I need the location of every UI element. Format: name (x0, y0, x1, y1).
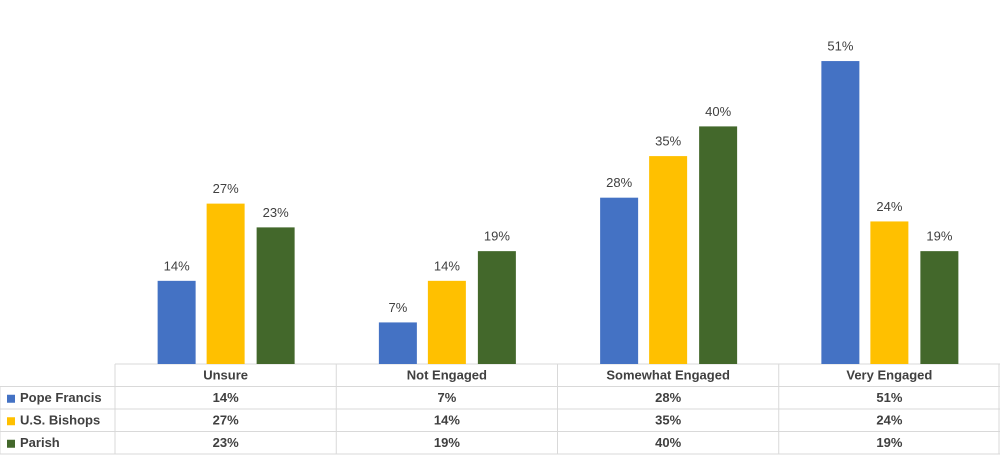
data-label: 19% (484, 229, 510, 244)
legend-swatch (7, 394, 15, 403)
bar (206, 203, 245, 364)
data-label: 23% (263, 205, 289, 220)
legend-label: Parish (20, 435, 60, 450)
bar (378, 322, 417, 364)
bar (427, 280, 466, 364)
data-label: 27% (213, 181, 239, 196)
bar (920, 251, 959, 364)
data-label: 51% (827, 38, 853, 53)
legend-label: U.S. Bishops (20, 413, 100, 428)
table-cell: 7% (437, 390, 456, 405)
category-label: Very Engaged (846, 368, 932, 383)
category-label: Somewhat Engaged (606, 368, 730, 383)
legend-label: Pope Francis (20, 390, 102, 405)
table-cell: 14% (434, 413, 460, 428)
legend-swatch (7, 439, 15, 448)
data-label: 28% (606, 175, 632, 190)
bar (699, 126, 738, 365)
bar (649, 156, 688, 364)
bar (477, 251, 516, 364)
data-label: 14% (164, 258, 190, 273)
data-label: 7% (388, 300, 407, 315)
table-cell: 19% (434, 435, 460, 450)
data-label: 14% (434, 258, 460, 273)
bar (157, 280, 196, 364)
bar (600, 197, 639, 364)
bar (870, 221, 909, 364)
data-label: 40% (705, 104, 731, 119)
table-cell: 40% (655, 435, 681, 450)
table-cell: 23% (213, 435, 239, 450)
table-cell: 19% (876, 435, 902, 450)
table-cell: 51% (876, 390, 902, 405)
category-label: Not Engaged (407, 368, 487, 383)
legend-swatch (7, 417, 15, 426)
bar (821, 61, 860, 365)
table-cell: 35% (655, 413, 681, 428)
table-cell: 14% (213, 390, 239, 405)
data-label: 19% (926, 229, 952, 244)
data-label: 35% (655, 134, 681, 149)
data-label: 24% (876, 199, 902, 214)
table-cell: 27% (213, 413, 239, 428)
table-cell: 28% (655, 390, 681, 405)
category-label: Unsure (203, 368, 248, 383)
bar (256, 227, 295, 364)
table-cell: 24% (876, 413, 902, 428)
